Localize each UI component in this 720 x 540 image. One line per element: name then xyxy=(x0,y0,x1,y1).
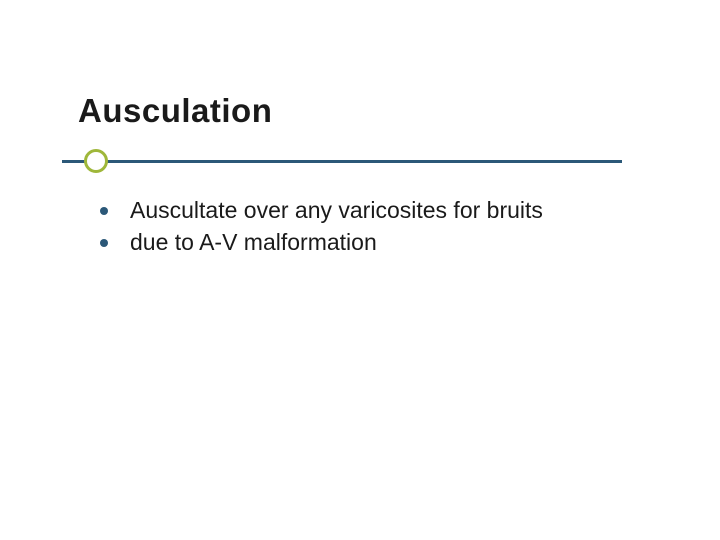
divider-line xyxy=(62,160,622,163)
title-area: Ausculation xyxy=(78,92,272,130)
title-divider xyxy=(62,160,622,164)
bullet-icon xyxy=(100,239,108,247)
bullet-icon xyxy=(100,207,108,215)
bullet-list: Auscultate over any varicosites for brui… xyxy=(100,196,640,260)
list-item: due to A-V malformation xyxy=(100,228,640,258)
bullet-text: due to A-V malformation xyxy=(130,228,377,258)
divider-circle-accent xyxy=(84,149,108,173)
list-item: Auscultate over any varicosites for brui… xyxy=(100,196,640,226)
bullet-text: Auscultate over any varicosites for brui… xyxy=(130,196,543,226)
slide-title: Ausculation xyxy=(78,92,272,130)
